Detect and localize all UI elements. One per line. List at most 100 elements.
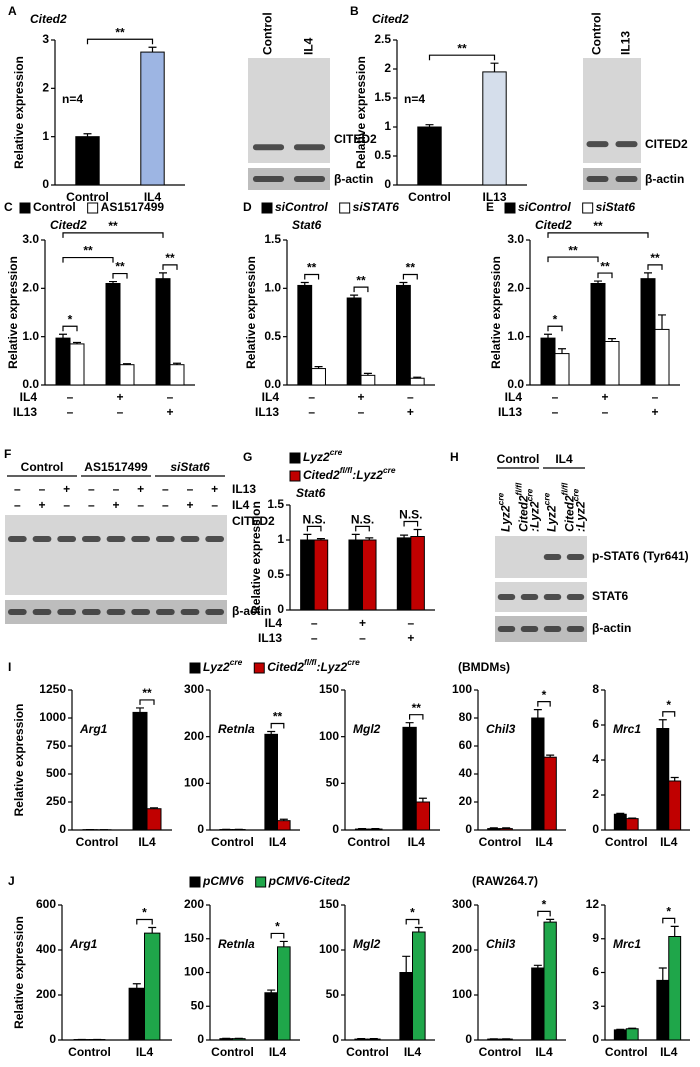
- condition-mark: –: [162, 482, 169, 496]
- error-bar: [670, 925, 679, 937]
- y-tick-label: 0.5: [267, 567, 284, 581]
- condition-mark: +: [357, 390, 364, 404]
- legend-swatch: [189, 662, 201, 674]
- blot-band: [32, 536, 52, 542]
- y-tick-label: 200: [184, 897, 204, 911]
- error-bar: [109, 280, 117, 284]
- error-bar: [314, 366, 323, 369]
- bracket: [112, 272, 128, 279]
- bar: [654, 328, 670, 386]
- gene-title: Stat6: [292, 218, 322, 232]
- bar: [613, 813, 627, 831]
- bar: [531, 717, 545, 831]
- panel-label: F: [4, 447, 11, 461]
- y-tick-label: 0: [384, 177, 391, 191]
- condition-mark: –: [113, 482, 120, 496]
- y-tick-label: 0.5: [374, 148, 391, 162]
- y-tick-label: 0: [332, 1032, 339, 1046]
- bar: [146, 808, 162, 831]
- y-tick-label: 3.0: [22, 232, 39, 246]
- legend-swatch: [253, 662, 265, 674]
- gene-title: Retnla: [218, 937, 255, 951]
- bar: [368, 828, 383, 831]
- error-bar: [413, 528, 422, 537]
- significance-label: N.S.: [351, 513, 374, 527]
- y-tick-label: 1250: [39, 682, 66, 696]
- y-tick-label: 50: [326, 776, 340, 790]
- gene-title: Chil3: [486, 722, 516, 736]
- bracket: [162, 264, 178, 270]
- significance-label: *: [542, 898, 547, 912]
- significance-label: N.S.: [302, 513, 325, 527]
- bar: [144, 932, 161, 1041]
- y-tick-label: 0: [332, 822, 339, 836]
- bar: [409, 377, 425, 386]
- bar: [415, 801, 431, 831]
- panel-label: H: [450, 450, 459, 464]
- bar: [132, 711, 148, 831]
- bracket: [547, 256, 599, 263]
- note: n=4: [62, 92, 83, 106]
- x-tick-label: IL4: [136, 1045, 154, 1059]
- panel-label: I: [8, 660, 11, 674]
- x-tick-label: Control: [347, 835, 390, 849]
- condition-mark: –: [162, 498, 169, 512]
- error-bar: [148, 926, 157, 934]
- y-tick-label: 0: [465, 822, 472, 836]
- bar: [543, 921, 557, 1041]
- x-tick-label: IL4: [144, 190, 162, 204]
- blot-band: [520, 626, 539, 632]
- error-bar: [502, 827, 511, 829]
- bracket: [409, 714, 424, 720]
- y-tick-label: 150: [319, 682, 339, 696]
- lane-label: Cited2fl/fl:Lyz2cre: [514, 482, 542, 532]
- blot-band: [615, 141, 638, 148]
- error-bar: [400, 534, 409, 538]
- y-tick-label: 100: [184, 965, 204, 979]
- y-tick-label: 3: [42, 32, 49, 46]
- lane-group-label: Control: [497, 452, 540, 466]
- y-tick-label: 0.0: [507, 377, 524, 391]
- significance-label: **: [600, 259, 610, 273]
- lane-group-label: AS1517499: [84, 460, 148, 474]
- y-tick-label: 3: [592, 998, 599, 1012]
- y-tick-label: 6: [592, 717, 599, 731]
- error-bar: [546, 918, 555, 923]
- blot-panel: [5, 515, 227, 595]
- bracket: [428, 54, 496, 61]
- blot-band: [7, 609, 27, 615]
- gene-title: Mrc1: [613, 722, 641, 736]
- bar: [399, 972, 413, 1041]
- lane-group-label: siStat6: [170, 460, 210, 474]
- error-bar: [546, 754, 555, 758]
- condition-name: IL13: [232, 482, 256, 496]
- blot-band: [586, 141, 609, 148]
- y-tick-label: 400: [36, 942, 56, 956]
- blot-band: [566, 554, 585, 560]
- bar: [554, 353, 570, 386]
- significance-label: **: [273, 710, 283, 724]
- y-tick-label: 1: [277, 532, 284, 546]
- blot-band: [293, 144, 326, 151]
- condition-mark: –: [652, 390, 659, 404]
- legend-label: siControl: [275, 200, 328, 214]
- lane-label: Control: [590, 12, 604, 55]
- gene-title: Cited2: [535, 218, 572, 232]
- blot-panel: [583, 58, 641, 163]
- band-label: STAT6: [592, 589, 629, 603]
- significance-label: **: [142, 686, 152, 700]
- error-bar: [608, 338, 616, 342]
- bracket: [306, 525, 322, 532]
- y-tick-label: 9: [592, 931, 599, 945]
- bar: [487, 828, 501, 831]
- y-axis-label: Relative expression: [244, 256, 258, 369]
- blot-band: [131, 536, 151, 542]
- error-bar: [616, 1028, 625, 1030]
- y-tick-label: 1: [42, 129, 49, 143]
- bar: [128, 987, 146, 1041]
- bracket: [537, 701, 551, 707]
- y-tick-label: 20: [459, 794, 473, 808]
- band-label: β-actin: [592, 621, 631, 635]
- band-label: CITED2: [645, 137, 688, 151]
- bracket: [355, 525, 370, 532]
